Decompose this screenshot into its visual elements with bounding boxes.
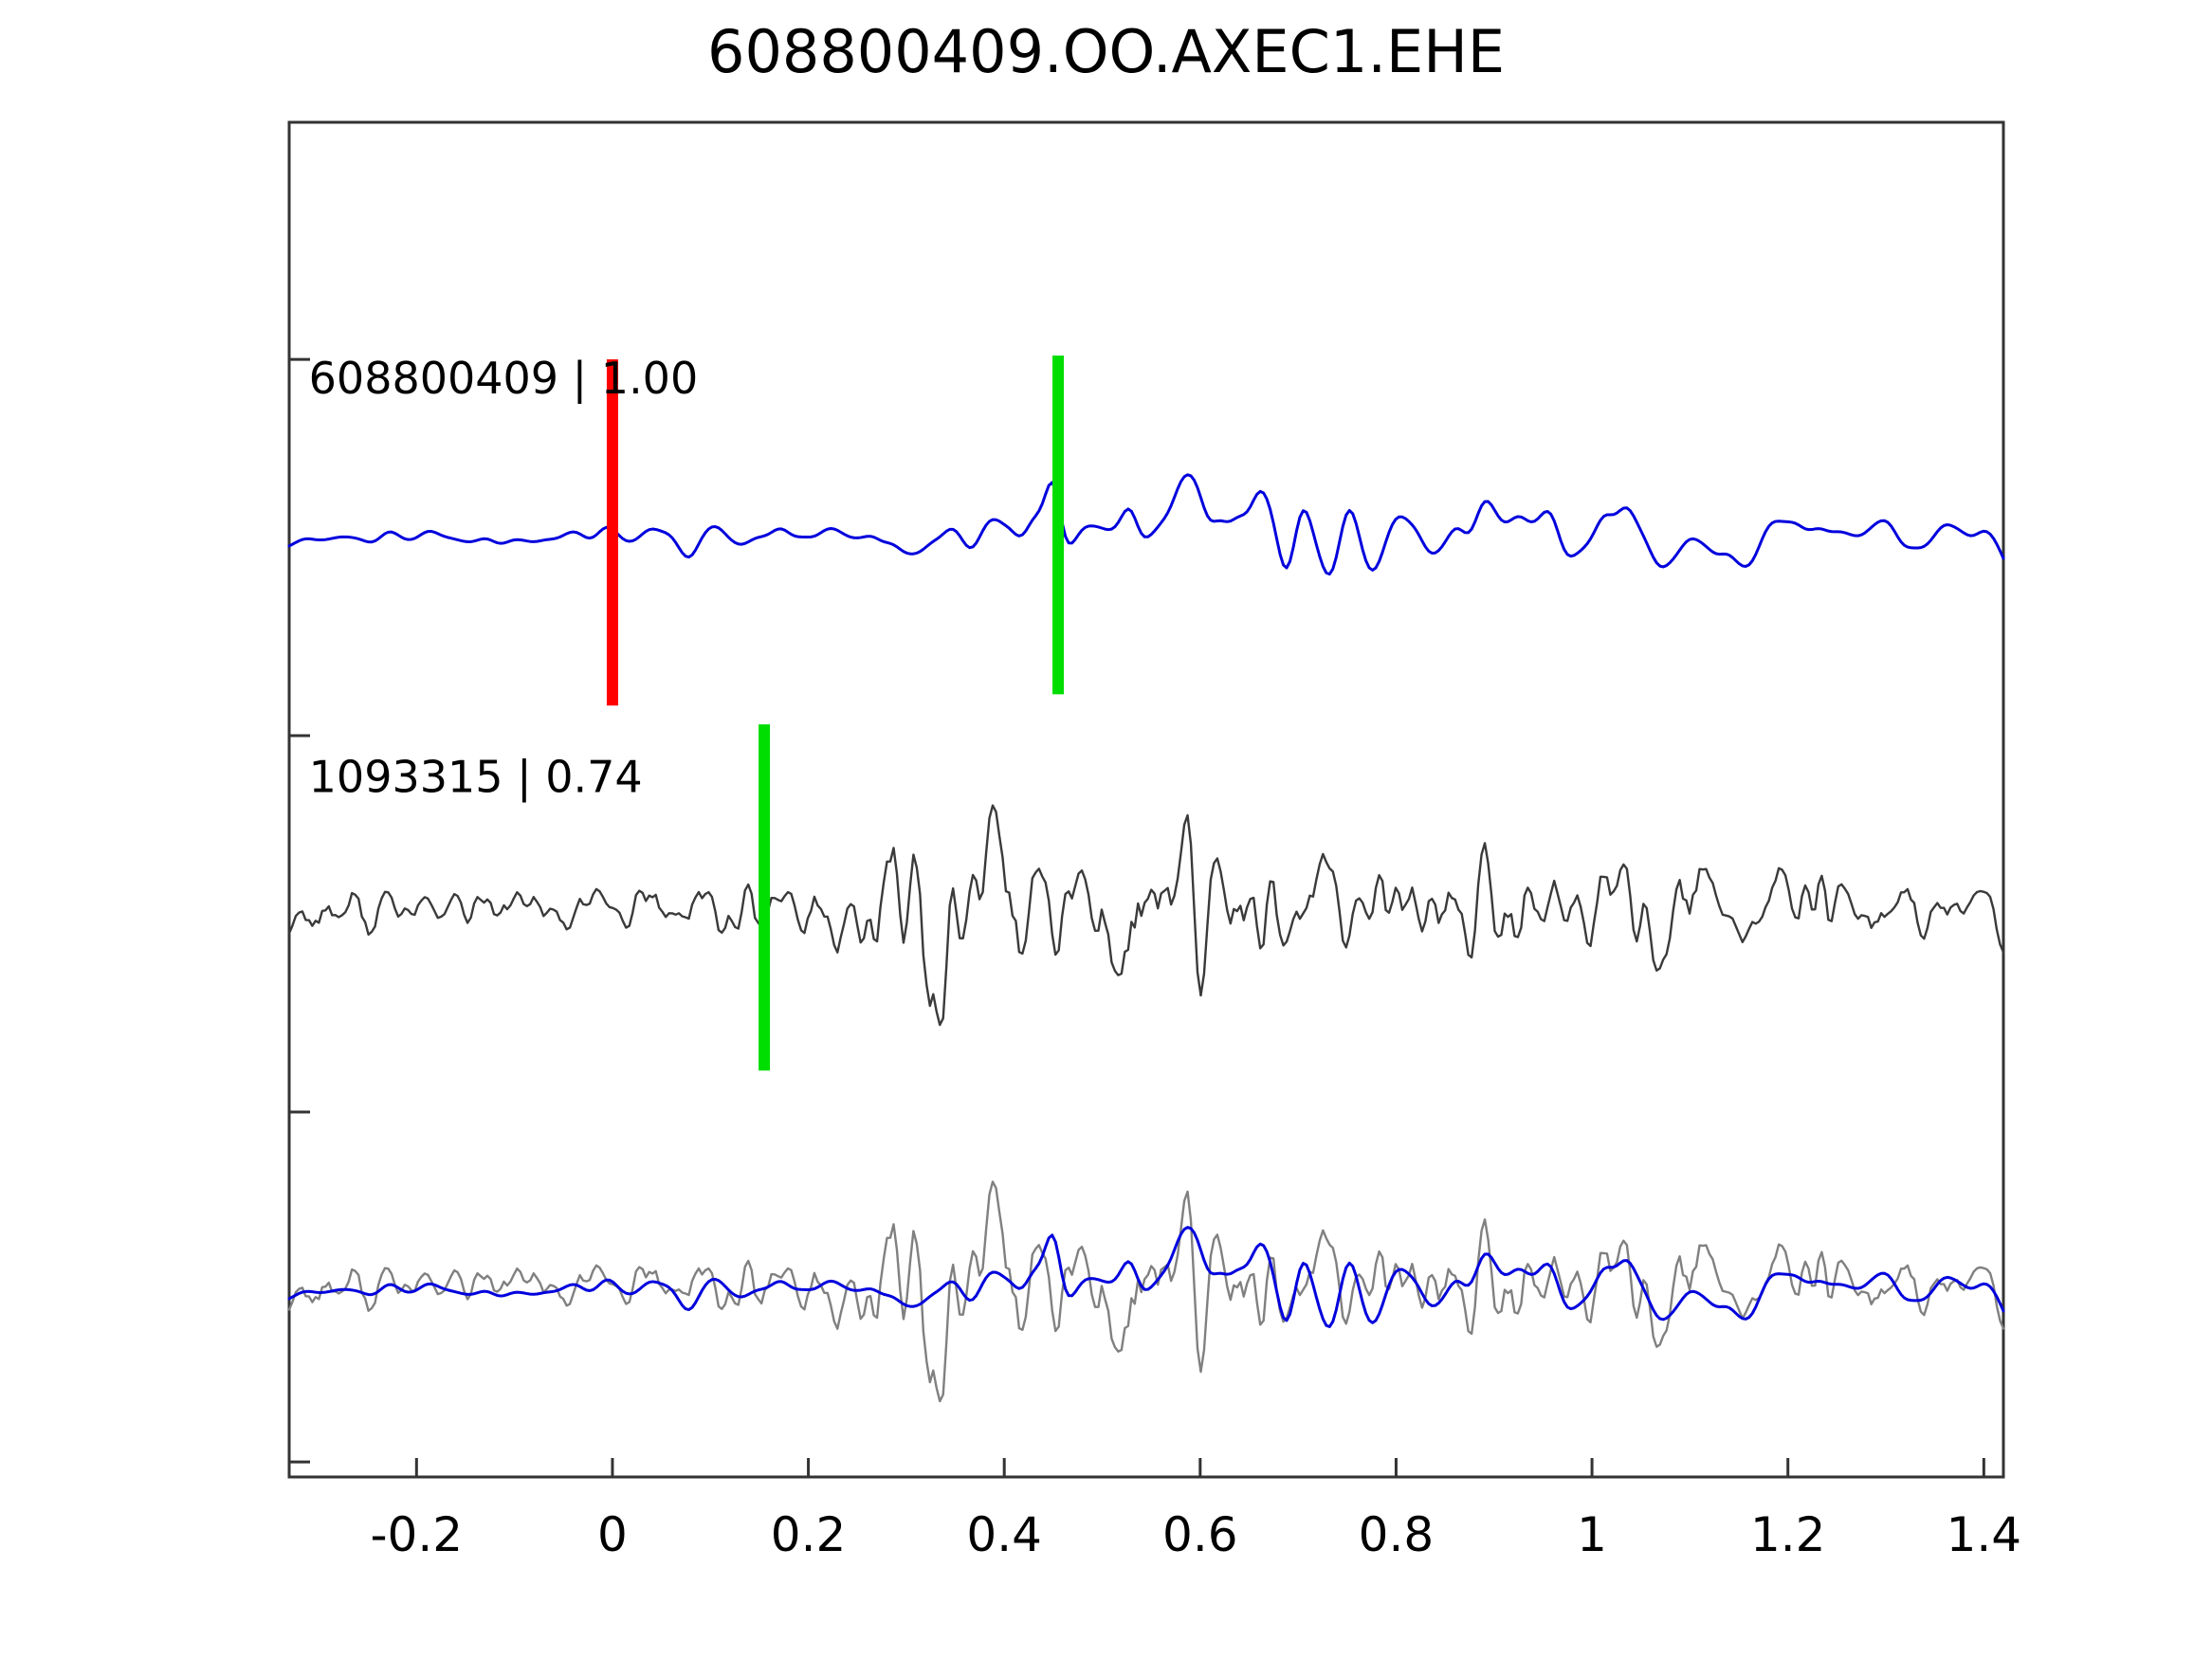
- pick-marker-s: [759, 724, 771, 1071]
- page-title: 608800409.OO.AXEC1.EHE: [707, 17, 1505, 86]
- x-tick-label: 0.6: [1162, 1507, 1238, 1562]
- trace-label: 1093315 | 0.74: [309, 752, 643, 804]
- x-tick-label: -0.2: [371, 1507, 464, 1562]
- detection-trace: [287, 804, 2005, 1027]
- x-tick-label: 0: [597, 1507, 628, 1562]
- x-axis-ticks: -0.2 0 0.2 0.4 0.6 0.8 1 1.2 1.4: [371, 1458, 2022, 1562]
- x-tick-label: 0.2: [771, 1507, 847, 1562]
- template-trace-overlay: [287, 1226, 2005, 1328]
- pick-markers: [606, 356, 1065, 1071]
- x-tick-label: 0.8: [1359, 1507, 1435, 1562]
- template-trace: [287, 473, 2005, 576]
- axes-frame: [287, 120, 2005, 1479]
- x-tick-label: 1.2: [1750, 1507, 1826, 1562]
- waveform-traces: [287, 473, 2005, 1403]
- x-tick-label: 1: [1577, 1507, 1607, 1562]
- trace-labels: 608800409 | 1.00 1093315 | 0.74: [309, 353, 699, 804]
- pick-marker-s: [1052, 356, 1065, 695]
- detection-trace-overlay: [287, 1180, 2005, 1403]
- trace-label: 608800409 | 1.00: [309, 353, 699, 405]
- pick-marker-p: [606, 359, 618, 706]
- x-tick-label: 0.4: [966, 1507, 1042, 1562]
- plot-frame: [287, 120, 2005, 1479]
- x-tick-label: 1.4: [1947, 1507, 2022, 1562]
